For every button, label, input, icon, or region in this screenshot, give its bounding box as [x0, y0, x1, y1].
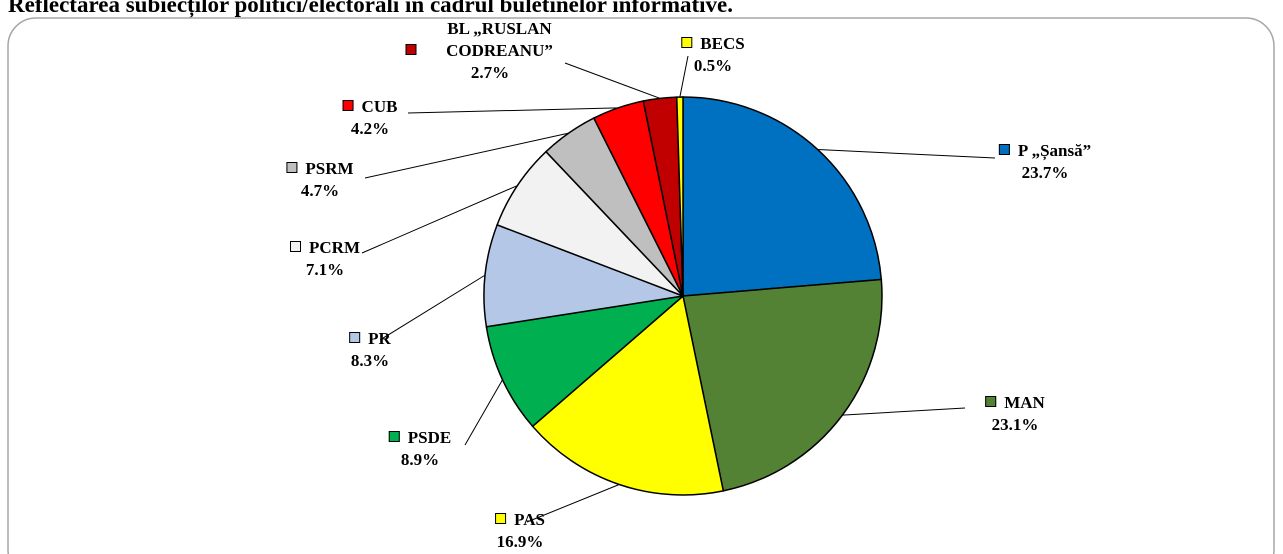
slice-name: BL „RUSLAN CODREANU”	[446, 19, 553, 60]
slice-label: PSDE 8.9%	[388, 427, 452, 471]
slice-label: P „Șansă” 23.7%	[998, 140, 1092, 184]
legend-swatch	[388, 431, 400, 442]
slice-label: PCRM 7.1%	[290, 237, 360, 281]
leader-line	[464, 379, 503, 446]
slice-label: BL „RUSLAN CODREANU” 2.7%	[405, 18, 575, 84]
leader-line	[842, 407, 966, 416]
value-label: 23.7%	[1021, 163, 1069, 182]
leader-line	[564, 62, 661, 99]
leader-line	[817, 149, 996, 159]
slice-name: PCRM	[309, 238, 360, 257]
value-label: 4.7%	[300, 181, 340, 200]
frame	[7, 17, 1275, 554]
legend-swatch	[985, 396, 997, 407]
value-label: 0.5%	[693, 56, 733, 75]
legend-swatch	[495, 513, 507, 524]
pie-slice	[682, 278, 883, 492]
value-label: 4.2%	[350, 119, 390, 138]
slice-name: PSRM	[305, 159, 354, 178]
leader-line	[364, 132, 569, 179]
slice-name: CUB	[361, 97, 398, 116]
slice-name: PAS	[514, 510, 545, 529]
slice-name: PR	[368, 329, 391, 348]
legend-swatch	[286, 162, 298, 173]
value-label: 8.3%	[350, 351, 390, 370]
legend-swatch	[405, 44, 417, 55]
legend-swatch	[681, 37, 693, 48]
pie-slice	[675, 96, 684, 297]
slice-name: P „Șansă”	[1017, 141, 1092, 160]
slice-label: CUB 4.2%	[342, 96, 398, 140]
slice-label: MAN 23.1%	[985, 392, 1045, 436]
slice-label: BECS 0.5%	[681, 33, 745, 77]
legend-swatch	[349, 332, 361, 343]
slice-name: BECS	[700, 34, 745, 53]
value-label: 7.1%	[305, 260, 345, 279]
value-label: 23.1%	[991, 415, 1039, 434]
slice-name: MAN	[1004, 393, 1045, 412]
slice-label: PR 8.3%	[349, 328, 391, 372]
pie-slice	[682, 96, 883, 297]
legend-swatch	[290, 241, 302, 252]
pie-slice	[485, 294, 686, 428]
leader-line	[361, 185, 518, 254]
slice-label: PAS 16.9%	[495, 509, 545, 553]
chart-title: Reflectarea subiecților politici/elector…	[8, 0, 733, 17]
value-label: 8.9%	[400, 450, 440, 469]
pie-slice	[483, 223, 686, 328]
leader-line	[379, 274, 486, 341]
legend-swatch	[998, 144, 1010, 155]
value-label: 2.7%	[470, 63, 510, 82]
slice-name: PSDE	[407, 428, 452, 447]
pie-slice	[531, 294, 725, 496]
leader-line	[679, 55, 689, 98]
leader-line	[526, 484, 620, 523]
leader-line	[407, 107, 619, 114]
slice-label: PSRM 4.7%	[286, 158, 354, 202]
legend-swatch	[342, 100, 354, 111]
value-label: 16.9%	[496, 532, 544, 551]
